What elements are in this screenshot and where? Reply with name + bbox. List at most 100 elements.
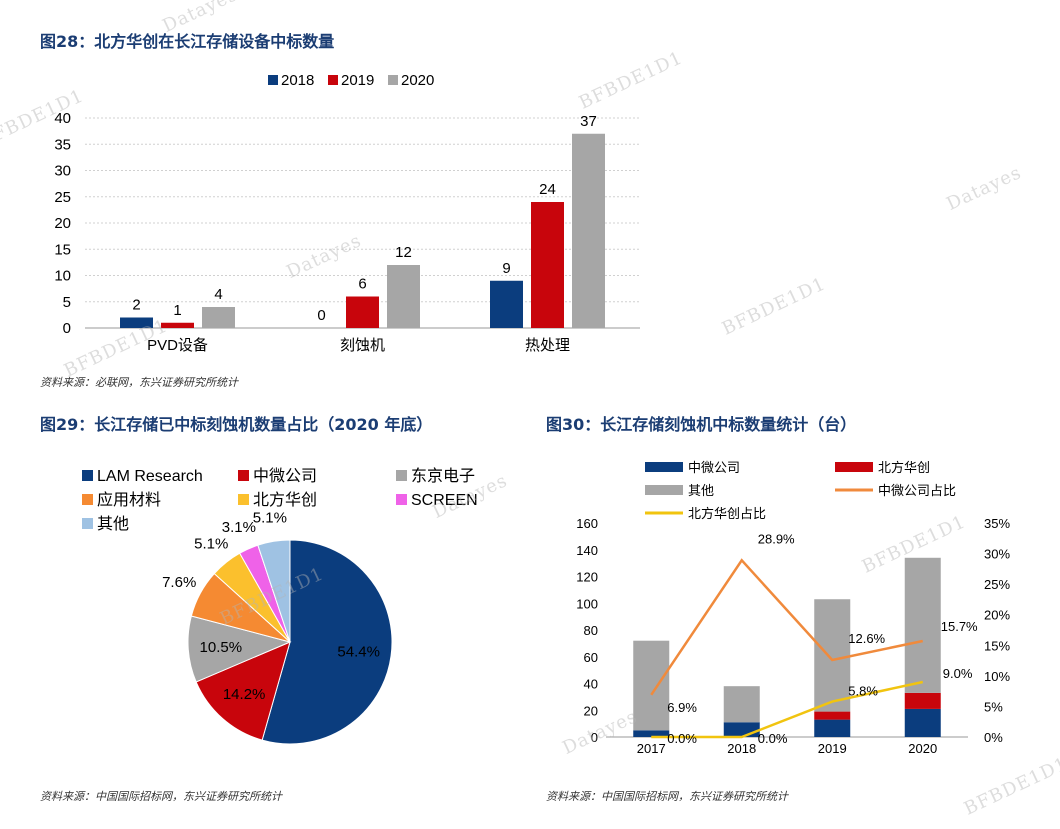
watermark-code: BFBDE1D1 <box>718 273 830 340</box>
data-label: 0.0% <box>667 731 697 746</box>
legend-label: SCREEN <box>411 492 478 509</box>
x-tick-label: 2018 <box>727 741 756 756</box>
legend-swatch <box>396 494 407 505</box>
y-tick-label: 35 <box>54 136 71 153</box>
y2-tick-label: 35% <box>984 516 1010 531</box>
legend-label: 2020 <box>401 72 434 89</box>
data-label: 12.6% <box>848 631 885 646</box>
series-line <box>651 680 924 739</box>
figure30-source: 资料来源：中国国际招标网，东兴证券研究所统计 <box>546 790 788 803</box>
y-tick-label: 140 <box>576 543 598 558</box>
bar <box>572 133 605 328</box>
figure29-source: 资料来源：中国国际招标网，东兴证券研究所统计 <box>40 790 282 803</box>
bar-segment <box>633 730 670 737</box>
legend-label: 中微公司占比 <box>878 483 956 498</box>
data-label: 0.0% <box>758 731 788 746</box>
y-tick-label: 10 <box>54 268 71 285</box>
bar <box>161 322 194 328</box>
legend-swatch <box>82 494 93 505</box>
legend-label: 东京电子 <box>411 467 475 485</box>
data-label: 3.1% <box>222 519 256 536</box>
bar-segment <box>904 557 941 693</box>
y-tick-label: 15 <box>54 241 71 258</box>
y-tick-label: 160 <box>576 516 598 531</box>
bar <box>202 307 235 328</box>
legend-label: 2018 <box>281 72 314 89</box>
figure28-title: 图28：北方华创在长江存储设备中标数量 <box>40 32 335 51</box>
legend-label: 应用材料 <box>97 490 161 509</box>
data-label: 10.5% <box>200 639 243 656</box>
y2-tick-label: 10% <box>984 669 1010 684</box>
legend-swatch <box>396 470 407 481</box>
data-label: 24 <box>539 181 556 198</box>
data-label: 0 <box>317 307 325 324</box>
y-tick-label: 30 <box>54 163 71 180</box>
legend-swatch <box>238 494 249 505</box>
data-label: 14.2% <box>223 686 266 703</box>
watermark-datayes: Datayes <box>943 162 1025 215</box>
data-label: 12 <box>395 244 412 261</box>
legend-label: 2019 <box>341 72 374 89</box>
data-label: 6 <box>358 276 366 293</box>
data-label: 9.0% <box>943 666 973 681</box>
x-tick-label: PVD设备 <box>147 337 208 354</box>
y-tick-label: 60 <box>584 650 598 665</box>
legend-label: 其他 <box>688 483 714 498</box>
legend-swatch <box>238 470 249 481</box>
legend-swatch <box>835 462 873 472</box>
y-tick-label: 5 <box>63 294 71 311</box>
x-tick-label: 刻蚀机 <box>340 337 385 354</box>
y2-tick-label: 30% <box>984 547 1010 562</box>
legend-swatch <box>645 462 683 472</box>
y-tick-label: 0 <box>63 320 71 337</box>
data-label: 9 <box>502 260 510 277</box>
bar <box>120 317 153 328</box>
data-label: 7.6% <box>162 574 196 591</box>
legend-label: 中微公司 <box>253 467 317 485</box>
bar <box>346 296 379 328</box>
bar-segment <box>814 711 851 720</box>
legend-swatch <box>388 75 398 85</box>
bar <box>531 202 564 328</box>
y2-tick-label: 25% <box>984 577 1010 592</box>
y-tick-label: 0 <box>591 730 598 745</box>
data-label: 37 <box>580 113 597 130</box>
data-label: 15.7% <box>941 619 978 634</box>
y-tick-label: 100 <box>576 596 598 611</box>
legend-label: 北方华创 <box>878 460 930 475</box>
pie-slice <box>257 539 291 643</box>
y-tick-label: 20 <box>584 703 598 718</box>
bar-segment <box>633 640 670 731</box>
bar-segment <box>723 722 760 737</box>
figure28-source: 资料来源：必联网，东兴证券研究所统计 <box>40 376 238 389</box>
legend-swatch <box>82 518 93 529</box>
y2-tick-label: 15% <box>984 638 1010 653</box>
legend-swatch <box>268 75 278 85</box>
data-label: 28.9% <box>758 531 795 546</box>
data-label: 5.1% <box>194 536 228 553</box>
data-label: 1 <box>173 302 181 319</box>
data-label: 5.8% <box>848 684 878 699</box>
y2-tick-label: 20% <box>984 608 1010 623</box>
data-label: 4 <box>214 286 222 303</box>
x-tick-label: 2017 <box>637 741 666 756</box>
pie-slice <box>261 539 393 745</box>
pie-slice <box>195 641 291 741</box>
y-tick-label: 120 <box>576 570 598 585</box>
data-label: 54.4% <box>337 644 380 661</box>
bar <box>387 265 420 328</box>
legend-label: LAM Research <box>97 468 203 485</box>
figure28-chart: 0 5 10 15 20 25 30 35 40 2018 2019 2020 2 1 4 PVD设备 0 6 12… <box>54 72 640 354</box>
legend-swatch <box>645 485 683 495</box>
y-tick-label: 40 <box>584 677 598 692</box>
legend-swatch <box>82 470 93 481</box>
legend-label: 其他 <box>97 515 129 533</box>
data-label: 2 <box>132 297 140 314</box>
figure30-title: 图30：长江存储刻蚀机中标数量统计（台） <box>546 415 857 434</box>
y2-tick-label: 5% <box>984 699 1003 714</box>
bar-segment <box>904 708 941 737</box>
bar-segment <box>904 692 941 709</box>
watermark-code: BFBDE1D1 <box>960 753 1060 820</box>
